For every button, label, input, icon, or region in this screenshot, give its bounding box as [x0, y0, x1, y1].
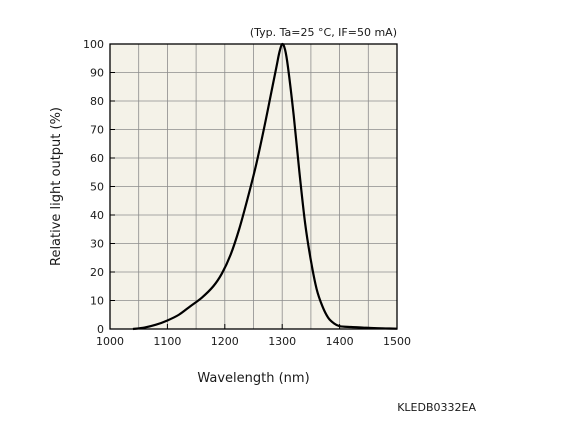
- tick-marks: [109, 43, 398, 330]
- y-axis-title: Relative light output (%): [49, 107, 64, 266]
- y-tick-label: 60: [90, 152, 104, 165]
- y-tick-label: 80: [90, 95, 104, 108]
- x-tick-label: 1500: [383, 335, 411, 348]
- y-tick-label: 30: [90, 238, 104, 251]
- y-tick-label: 70: [90, 124, 104, 137]
- x-tick-label: 1100: [153, 335, 181, 348]
- measurement-conditions-annotation: (Typ. Ta=25 °C, IF=50 mA): [250, 26, 397, 39]
- figure-code: KLEDB0332EA: [397, 401, 476, 414]
- y-tick-label: 40: [90, 209, 104, 222]
- spectrum-line: [132, 42, 398, 331]
- x-tick-label: 1400: [326, 335, 354, 348]
- series-layer: [132, 42, 398, 331]
- y-tick-label: 0: [97, 323, 104, 336]
- x-tick-label: 1000: [96, 335, 124, 348]
- y-tick-label: 50: [90, 181, 104, 194]
- y-tick-label: 10: [90, 295, 104, 308]
- y-tick-label: 100: [83, 38, 104, 51]
- grid-lines: [110, 44, 397, 329]
- y-tick-label: 90: [90, 67, 104, 80]
- x-axis-title: Wavelength (nm): [197, 371, 309, 386]
- x-tick-label: 1200: [211, 335, 239, 348]
- x-tick-label: 1300: [268, 335, 296, 348]
- y-tick-label: 20: [90, 266, 104, 279]
- tick-labels: 1000 1100 1200 1300 1400 1500 0 10 20 30 40 50 60 70 8…: [83, 38, 411, 348]
